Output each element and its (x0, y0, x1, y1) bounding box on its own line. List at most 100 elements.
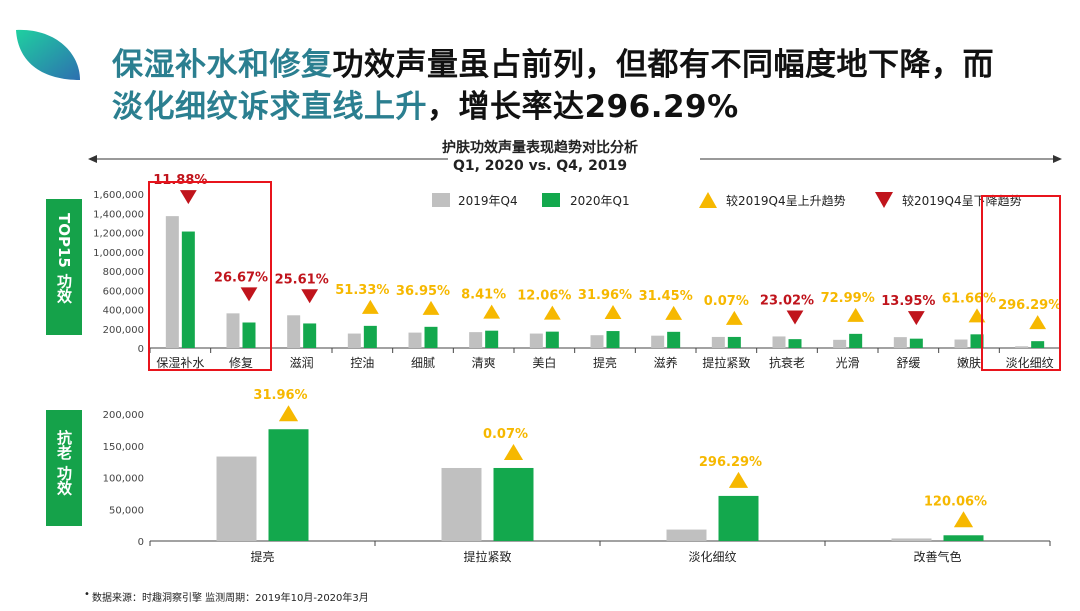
legend-curr-swatch (542, 193, 560, 207)
bar-2020q1 (970, 334, 984, 348)
bar-2019q4 (1015, 346, 1029, 348)
change-label: 72.99% (821, 291, 875, 306)
chart-title: 护肤功效声量表现趋势对比分析 (442, 140, 638, 156)
change-label: 296.29% (998, 298, 1061, 313)
y-tick-label: 0 (138, 537, 144, 548)
y-tick-label: 200,000 (103, 410, 144, 421)
bar-2019q4 (226, 313, 240, 348)
trend-up-icon (503, 443, 524, 460)
change-label: 25.61% (275, 272, 329, 287)
trend-down-icon (179, 190, 197, 205)
change-label: 0.07% (483, 427, 528, 442)
highlight-box-left (148, 181, 272, 371)
y-tick-label: 600,000 (103, 286, 144, 297)
leaf-logo-icon (16, 29, 80, 80)
bar-2019q4 (216, 456, 257, 541)
bar-2019q4 (287, 315, 301, 348)
change-label: 51.33% (335, 283, 389, 298)
bar-2020q1 (788, 339, 802, 348)
antiaging-chart: 0 50,000 100,000 150,000 200,000 提亮 31.96% 提拉紧致… (103, 388, 1051, 564)
legend-up-label: 较2019Q4呈上升趋势 (726, 194, 846, 208)
bar-2020q1 (606, 331, 620, 348)
change-label: 120.06% (924, 494, 987, 509)
top15-side-label: TOP15 功效 (46, 199, 82, 335)
y-tick-label: 1,600,000 (93, 190, 144, 201)
legend-down-label: 较2019Q4呈下降趋势 (902, 194, 1022, 208)
title-highlight-1: 保湿补水和修复 (112, 47, 333, 83)
category-label: 保湿补水 (156, 355, 204, 370)
change-label: 26.67% (214, 270, 268, 285)
category-label: 清爽 (472, 356, 496, 370)
y-tick-label: 150,000 (103, 442, 144, 453)
bar-2020q1 (424, 326, 438, 348)
bar-2019q4 (666, 529, 707, 541)
y-tick-label: 100,000 (103, 474, 144, 485)
bar-2020q1 (943, 535, 984, 541)
bar-2019q4 (347, 333, 361, 348)
legend-down-triangle-icon (875, 192, 893, 208)
bar-2019q4 (651, 335, 665, 348)
bar-2020q1 (181, 231, 195, 348)
category-label: 改善气色 (913, 549, 961, 564)
trend-up-icon (665, 305, 683, 320)
change-label: 12.06% (517, 289, 571, 304)
title-line-1: 保湿补水和修复功效声量虽占前列，但都有不同幅度地下降，而 (112, 44, 1062, 86)
category-label: 细腻 (411, 356, 435, 370)
trend-up-icon (728, 471, 749, 488)
chart-subtitle: Q1, 2020 vs. Q4, 2019 (452, 158, 628, 174)
y-tick-label: 400,000 (103, 306, 144, 317)
bar-2019q4 (891, 538, 932, 541)
bar-2020q1 (909, 338, 923, 348)
trend-up-icon (725, 310, 743, 325)
trend-up-icon (422, 300, 440, 315)
page-title: 保湿补水和修复功效声量虽占前列，但都有不同幅度地下降，而 淡化细纹诉求直线上升，… (112, 44, 1062, 128)
bar-2020q1 (718, 495, 759, 541)
bar-2019q4 (441, 467, 482, 541)
y-tick-label: 1,200,000 (93, 229, 144, 240)
trend-up-icon (278, 405, 299, 422)
trend-down-icon (907, 311, 925, 326)
title-rest-2: ，增长率达296.29% (427, 89, 739, 125)
bar-2020q1 (667, 331, 681, 348)
trend-down-icon (240, 287, 258, 302)
bar-2019q4 (954, 339, 968, 348)
bar-2019q4 (893, 337, 907, 348)
change-label: 8.41% (461, 288, 506, 303)
title-highlight-2: 淡化细纹诉求直线上升 (112, 89, 427, 125)
category-label: 抗衰老 (769, 355, 805, 370)
category-label: 控油 (350, 356, 374, 370)
trend-down-icon (301, 289, 319, 304)
title-line-2: 淡化细纹诉求直线上升，增长率达296.29% (112, 86, 1062, 128)
header-arrow-line (88, 155, 1062, 163)
change-label: 11.88% (153, 173, 207, 188)
category-label: 修复 (229, 355, 253, 370)
bar-2020q1 (849, 333, 863, 348)
category-label: 嫩肤 (957, 355, 981, 370)
trend-up-icon (543, 305, 561, 320)
top15-chart: 0 200,000 400,000 600,000 800,000 1,000,000 1,… (93, 173, 1061, 371)
y-tick-label: 50,000 (109, 505, 144, 516)
category-label: 提拉紧致 (463, 549, 511, 564)
change-label: 296.29% (699, 455, 762, 470)
antiaging-side-label: 抗老 功效 (46, 410, 82, 526)
change-label: 23.02% (760, 293, 814, 308)
trend-up-icon (361, 299, 379, 314)
bar-2020q1 (303, 323, 317, 348)
change-label: 0.07% (704, 294, 749, 309)
bar-2019q4 (711, 336, 725, 348)
change-label: 13.95% (881, 294, 935, 309)
footnote-text: 数据来源：时趣洞察引擎 监测周期：2019年10月-2020年3月 (92, 593, 369, 604)
y-tick-label: 200,000 (103, 325, 144, 336)
y-tick-label: 1,000,000 (93, 248, 144, 259)
bar-2019q4 (772, 336, 786, 348)
bar-2019q4 (165, 216, 179, 348)
category-label: 美白 (532, 355, 556, 370)
category-label: 淡化细纹 (688, 550, 736, 564)
trend-up-icon (1029, 315, 1047, 330)
category-label: 提亮 (250, 549, 274, 564)
bar-2019q4 (833, 339, 847, 348)
y-tick-label: 0 (138, 344, 144, 355)
category-label: 滋养 (654, 355, 678, 370)
category-label: 舒缓 (896, 356, 920, 370)
bullet-icon: • (84, 589, 90, 600)
